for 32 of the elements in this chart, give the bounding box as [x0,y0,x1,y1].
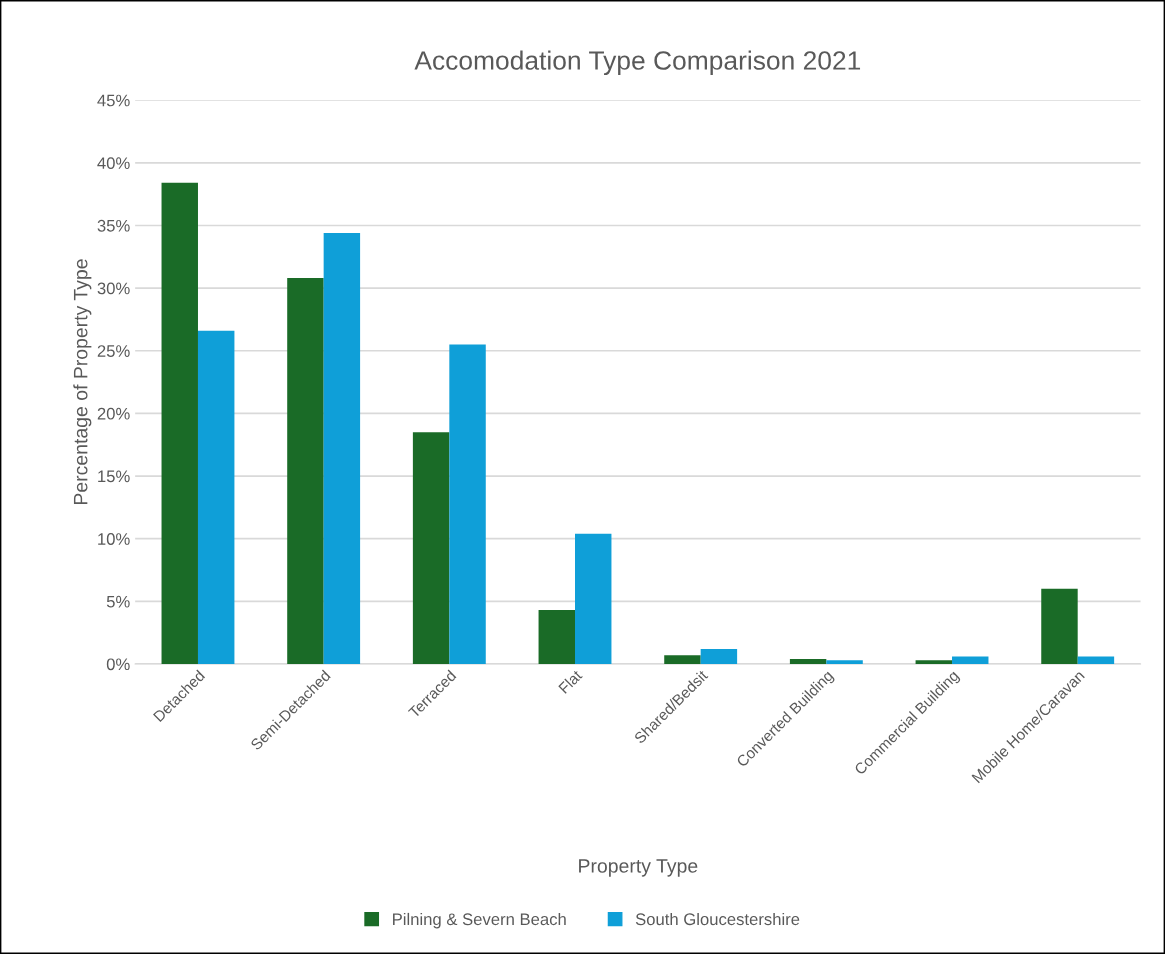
x-axis-title: Property Type [579,859,698,877]
bar [323,232,361,664]
legend-label: South Gloucestershire [635,912,800,926]
y-tick-label: 5% [106,595,130,608]
y-tick-label: 45% [97,94,130,107]
bar [1041,588,1078,664]
bar [161,182,198,664]
bar [789,658,827,664]
y-axis-title: Percentage of Property Type [73,259,92,505]
bar [1077,656,1115,664]
bar [575,533,612,664]
bar [700,648,738,664]
bar [952,656,989,664]
bar [449,344,486,664]
bar [197,330,235,664]
y-tick-label: 10% [98,533,130,545]
y-tick-label: 15% [98,470,130,483]
y-tick-label: 40% [97,157,130,170]
y-tick-label: 25% [97,345,130,357]
bar [826,660,863,664]
bar [664,655,701,664]
chart-title: Accomodation Type Comparison 2021 [414,50,861,76]
bar [412,432,450,664]
legend-label: Pilning & Severn Beach [393,912,566,929]
y-tick-label: 35% [97,219,130,232]
y-tick-label: 20% [97,407,130,420]
y-tick-label: 30% [97,282,130,295]
bar [287,278,324,664]
bar [915,660,953,664]
x-tick-label: Flat [557,668,583,694]
bar [538,610,575,664]
y-tick-label: 0% [106,658,130,671]
